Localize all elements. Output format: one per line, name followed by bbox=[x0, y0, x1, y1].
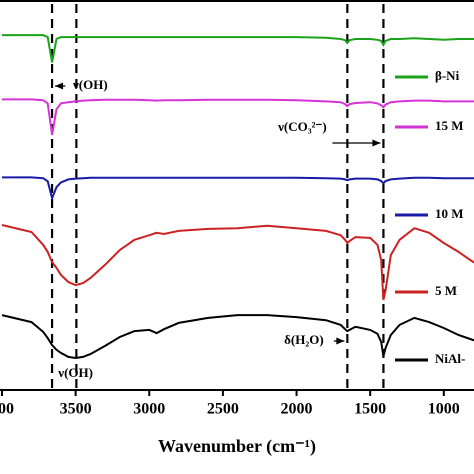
x-tick-label: 2000 bbox=[281, 401, 313, 418]
x-axis-label: Wavenumber (cm⁻¹) bbox=[158, 436, 316, 457]
annotation: ν(OH) bbox=[72, 77, 108, 92]
legend-label: 15 M bbox=[435, 118, 464, 133]
x-tick-label: 1500 bbox=[354, 401, 386, 418]
spectrum-line bbox=[2, 176, 474, 202]
x-tick-label: 3500 bbox=[60, 401, 92, 418]
annotation: ν(CO₃²⁻) bbox=[277, 119, 327, 134]
legend-label: β-Ni bbox=[435, 68, 460, 83]
spectrum-line bbox=[1, 224, 474, 301]
x-tick-label: 2500 bbox=[207, 401, 239, 418]
spectrum-line bbox=[2, 34, 474, 63]
annotation: ν(OH) bbox=[57, 365, 93, 380]
spectrum-line bbox=[1, 314, 474, 360]
annotation: δ(H₂O) bbox=[284, 332, 324, 347]
arrow-head bbox=[55, 82, 64, 90]
legend-label: 10 M bbox=[435, 206, 464, 221]
arrow-head bbox=[336, 337, 345, 345]
x-tick-label: 000 bbox=[0, 401, 14, 418]
legend-label: 5 M bbox=[435, 283, 457, 298]
arrow-head bbox=[372, 139, 381, 147]
legend-label: NiAl- bbox=[435, 351, 465, 366]
x-tick-label: 3000 bbox=[133, 401, 165, 418]
x-tick-label: 1000 bbox=[428, 401, 460, 418]
spectrum-line bbox=[2, 98, 474, 136]
